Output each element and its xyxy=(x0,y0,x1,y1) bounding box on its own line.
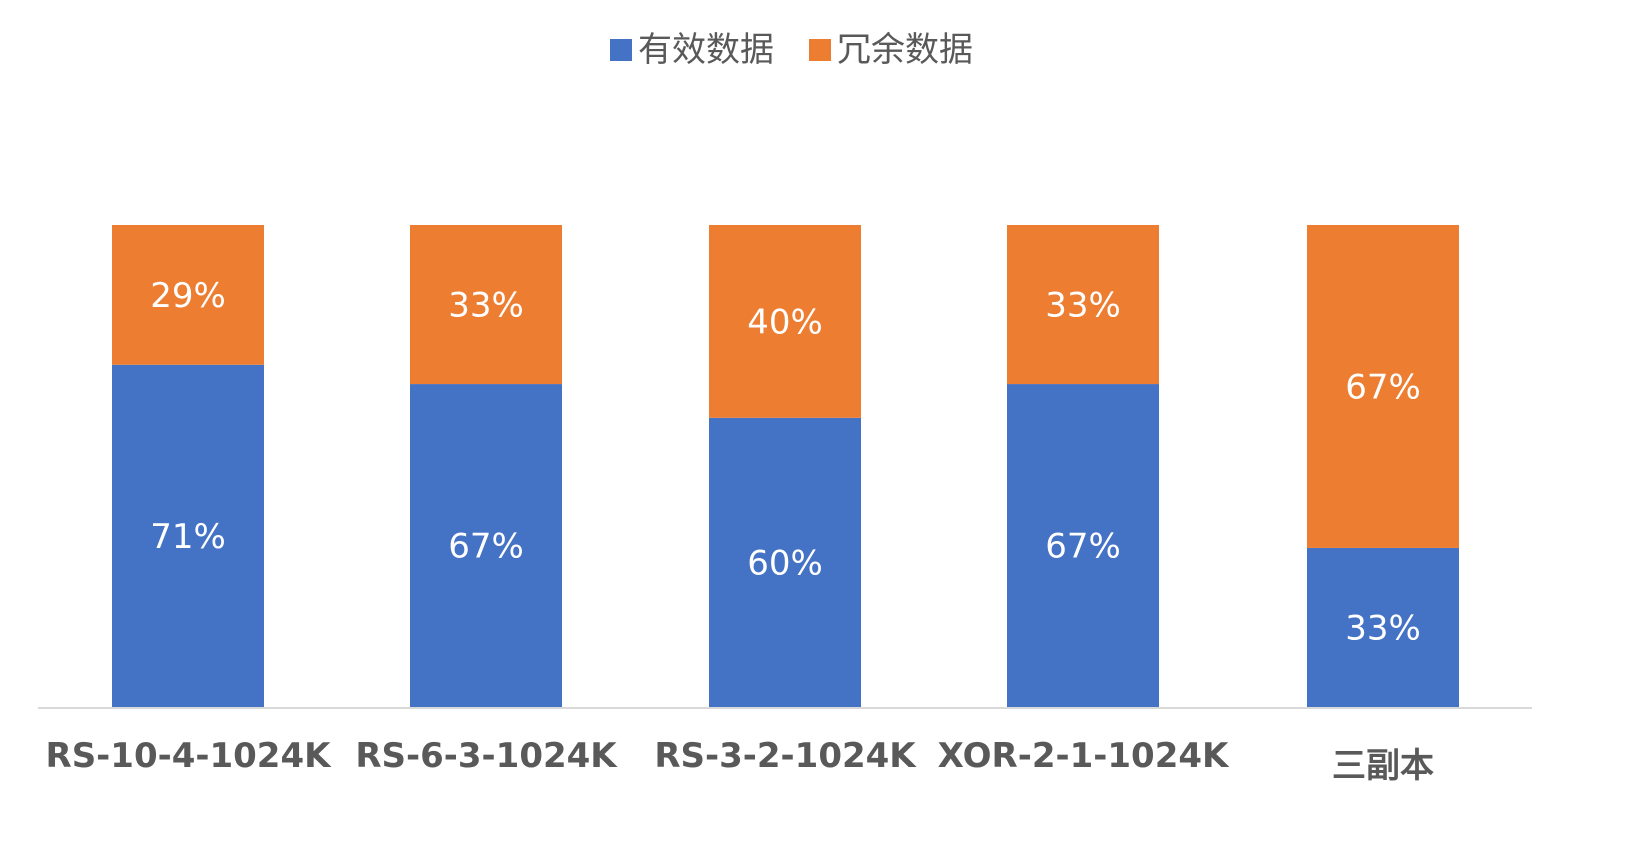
bar-redundant-5 xyxy=(1307,225,1459,548)
category-label-4: XOR-2-1-1024K xyxy=(938,736,1230,776)
category-labels: RS-10-4-1024K RS-6-3-1024K RS-3-2-1024K XOR… xyxy=(46,736,1434,786)
bar-redundant-4 xyxy=(1007,225,1159,385)
category-label-5: 三副本 xyxy=(1332,746,1434,786)
bars xyxy=(112,225,1459,707)
bar-valid-4 xyxy=(1007,384,1159,707)
legend: 有效数据 冗余数据 xyxy=(610,30,973,70)
bar-valid-5 xyxy=(1307,547,1459,707)
legend-label-1: 有效数据 xyxy=(638,30,774,70)
data-label-redundant-4: 33% xyxy=(1045,286,1121,326)
data-label-valid-5: 33% xyxy=(1345,608,1421,648)
bar-redundant-3 xyxy=(709,225,861,418)
bar-redundant-1 xyxy=(112,225,264,365)
data-label-redundant-5: 67% xyxy=(1345,367,1421,407)
legend-swatch-2 xyxy=(809,39,831,61)
data-label-valid-2: 67% xyxy=(448,527,524,567)
bar-valid-2 xyxy=(410,384,562,707)
data-label-valid-4: 67% xyxy=(1045,527,1121,567)
bar-valid-1 xyxy=(112,364,264,707)
data-label-redundant-1: 29% xyxy=(150,276,226,316)
data-labels: 71% 29% 67% 33% 60% 40% 67% 33% 33% 67% xyxy=(150,276,1421,649)
data-label-valid-1: 71% xyxy=(150,517,226,557)
legend-label-2: 冗余数据 xyxy=(837,30,973,70)
category-label-1: RS-10-4-1024K xyxy=(46,736,333,776)
data-label-redundant-3: 40% xyxy=(747,302,823,342)
bar-redundant-2 xyxy=(410,225,562,385)
legend-swatch-1 xyxy=(610,39,632,61)
data-label-redundant-2: 33% xyxy=(448,286,524,326)
data-label-valid-3: 60% xyxy=(747,543,823,583)
category-label-2: RS-6-3-1024K xyxy=(355,736,618,776)
category-label-3: RS-3-2-1024K xyxy=(654,736,917,776)
bar-valid-3 xyxy=(709,417,861,707)
